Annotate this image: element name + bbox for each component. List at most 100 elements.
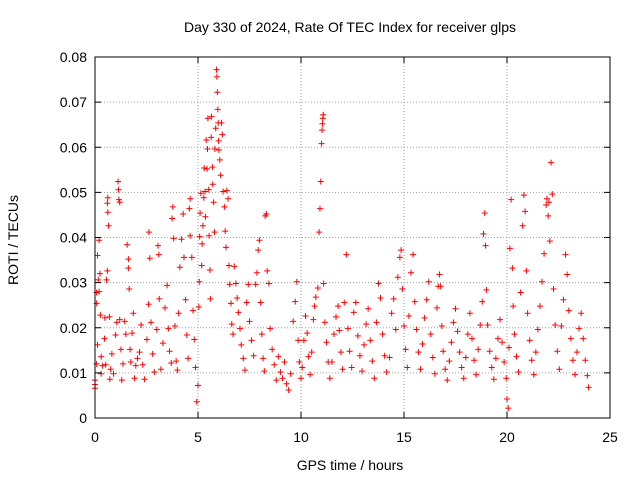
data-point xyxy=(567,335,574,342)
data-point xyxy=(475,346,482,353)
data-point xyxy=(307,371,314,378)
data-point xyxy=(504,396,510,403)
data-point xyxy=(196,233,203,240)
data-point xyxy=(253,269,260,276)
data-point xyxy=(107,366,114,373)
x-tick-label: 10 xyxy=(293,429,309,445)
data-point xyxy=(175,310,182,317)
data-point xyxy=(300,337,307,344)
data-point xyxy=(509,265,516,272)
data-point xyxy=(320,111,327,118)
data-point xyxy=(146,255,153,262)
data-point xyxy=(565,307,572,314)
data-point xyxy=(471,357,478,364)
data-point xyxy=(388,310,395,317)
data-point xyxy=(548,159,555,166)
data-point xyxy=(421,314,428,321)
data-point xyxy=(129,330,136,337)
data-point xyxy=(176,264,183,271)
data-point xyxy=(237,325,244,332)
data-point xyxy=(231,263,238,270)
data-point xyxy=(506,344,513,351)
data-point xyxy=(117,346,124,353)
data-point xyxy=(187,195,194,202)
data-point xyxy=(125,256,132,263)
data-point xyxy=(118,377,125,384)
data-point xyxy=(335,303,342,310)
data-point xyxy=(217,172,224,179)
data-point xyxy=(450,319,457,326)
y-axis-label: ROTI / TECUs xyxy=(5,195,21,285)
data-point xyxy=(415,349,422,356)
data-point xyxy=(323,339,330,346)
data-point xyxy=(564,271,571,278)
data-point xyxy=(399,285,406,292)
data-point xyxy=(290,318,297,325)
data-point xyxy=(195,382,201,389)
data-point xyxy=(273,377,280,384)
data-point xyxy=(145,229,152,236)
data-point xyxy=(186,205,193,212)
data-point xyxy=(122,331,129,338)
data-point xyxy=(350,309,357,316)
data-point xyxy=(115,196,122,203)
data-point xyxy=(321,319,328,326)
data-point xyxy=(401,322,407,329)
data-point xyxy=(198,262,205,269)
data-point xyxy=(240,355,247,362)
data-point xyxy=(185,355,192,362)
data-point xyxy=(209,164,216,171)
data-point xyxy=(316,205,323,212)
data-point xyxy=(97,312,104,319)
data-point xyxy=(304,330,311,337)
data-point xyxy=(373,319,380,326)
data-point xyxy=(104,209,111,216)
data-point xyxy=(234,294,241,301)
data-point xyxy=(102,361,109,368)
data-point xyxy=(499,339,506,346)
data-point xyxy=(479,298,486,305)
data-point xyxy=(216,146,223,153)
data-point xyxy=(480,230,487,237)
data-point xyxy=(235,309,242,316)
data-point xyxy=(199,222,206,229)
y-tick-label: 0.01 xyxy=(60,365,87,381)
data-point xyxy=(138,322,145,329)
data-point xyxy=(211,146,218,153)
data-point xyxy=(392,326,399,333)
data-point xyxy=(520,192,527,199)
data-point xyxy=(578,310,585,317)
data-point xyxy=(178,236,185,243)
data-point xyxy=(456,349,463,356)
data-point xyxy=(212,125,219,132)
data-point xyxy=(408,269,415,276)
x-tick-label: 25 xyxy=(602,429,618,445)
data-point xyxy=(275,353,282,360)
data-point xyxy=(543,202,550,209)
data-point xyxy=(396,254,403,261)
data-point xyxy=(108,350,115,357)
data-point xyxy=(263,211,270,218)
data-point xyxy=(302,313,309,320)
data-point xyxy=(305,353,312,360)
data-point xyxy=(116,316,123,323)
data-point xyxy=(159,340,166,347)
data-point xyxy=(560,296,567,303)
x-tick-label: 15 xyxy=(396,429,412,445)
data-point xyxy=(202,213,209,220)
data-point xyxy=(264,267,271,274)
data-point xyxy=(481,210,488,217)
data-point xyxy=(193,398,200,405)
data-point xyxy=(101,335,108,342)
y-tick-label: 0.06 xyxy=(60,139,87,155)
data-point xyxy=(171,322,178,329)
data-point xyxy=(215,137,222,144)
x-axis-label: GPS time / hours xyxy=(297,457,404,473)
data-point xyxy=(96,237,103,244)
data-point xyxy=(312,294,319,301)
data-point xyxy=(238,341,245,348)
data-point xyxy=(190,307,197,314)
data-point xyxy=(157,366,164,373)
data-point xyxy=(219,131,226,138)
